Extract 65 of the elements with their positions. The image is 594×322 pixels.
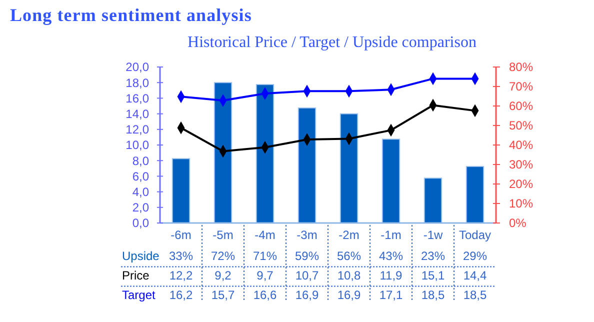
y-tick-label: 0,0 — [132, 216, 150, 230]
bar — [298, 107, 316, 224]
y2-tick-label: 50% — [509, 118, 534, 133]
y2-tick-label: 0% — [509, 216, 527, 230]
y2-tick-label: 60% — [509, 99, 534, 114]
bar — [424, 178, 442, 224]
y-tick-label: 8,0 — [132, 154, 150, 168]
y-tick-label: 12,0 — [126, 122, 150, 137]
data-label: 15,1 — [421, 268, 445, 283]
y-tick-label: 10,0 — [126, 138, 150, 152]
data-label: 17,1 — [379, 288, 403, 302]
data-label: 18,5 — [463, 288, 487, 302]
data-label: 23% — [420, 249, 446, 264]
data-label: 10,8 — [337, 268, 361, 283]
y-tick-label: 4,0 — [132, 185, 150, 199]
x-tick-label: -4m — [254, 228, 276, 242]
bar — [466, 166, 484, 224]
x-tick-label: Today — [458, 228, 492, 242]
bar — [340, 113, 358, 224]
data-label: 72% — [210, 249, 236, 264]
data-label: 18,5 — [421, 288, 445, 302]
x-tick-label: -6m — [170, 228, 192, 242]
y-tick-label: 20,0 — [126, 60, 150, 74]
bar — [256, 84, 274, 224]
data-label: 43% — [378, 249, 404, 264]
y-tick-label: 16,0 — [126, 91, 150, 106]
y2-tick-label: 40% — [509, 138, 534, 152]
y2-tick-label: 20% — [509, 177, 534, 192]
data-label: 16,2 — [169, 288, 193, 302]
text: Price — [122, 268, 150, 283]
data-label: 16,9 — [295, 288, 319, 302]
x-tick-label: -1w — [423, 228, 443, 242]
y2-tick-label: 70% — [509, 80, 534, 94]
x-tick-label: -5m — [212, 228, 234, 242]
bar — [382, 138, 400, 224]
text: Upside — [122, 249, 160, 264]
data-label: 9,7 — [256, 268, 274, 283]
data-label: 71% — [252, 249, 278, 264]
data-label: 15,7 — [211, 288, 235, 302]
text: Target — [122, 288, 156, 302]
y-tick-label: 14,0 — [126, 107, 150, 121]
data-label: 16,9 — [337, 288, 361, 302]
x-tick-label: -1m — [380, 228, 402, 242]
x-tick-label: -3m — [296, 228, 318, 242]
chart-subtitle: Historical Price / Target / Upside comparison — [188, 34, 476, 51]
y2-tick-label: 80% — [509, 60, 534, 74]
y2-tick-label: 30% — [509, 158, 534, 172]
data-label: 29% — [462, 249, 488, 264]
data-label: 9,2 — [214, 268, 232, 283]
y-tick-label: 2,0 — [132, 200, 150, 215]
data-label: 16,6 — [253, 288, 277, 302]
data-label: 14,4 — [463, 268, 487, 283]
y-tick-label: 6,0 — [132, 169, 150, 184]
x-tick-label: -2m — [338, 228, 360, 242]
data-label: 33% — [168, 249, 194, 264]
data-label: 56% — [336, 249, 362, 264]
y2-tick-label: 10% — [509, 196, 534, 211]
data-label: 10,7 — [295, 268, 319, 283]
data-label: 12,2 — [169, 268, 193, 283]
y-tick-label: 18,0 — [126, 76, 150, 90]
bar — [172, 158, 190, 224]
bar — [214, 82, 232, 224]
data-label: 59% — [294, 249, 320, 264]
chart-title: Long term sentiment analysis — [10, 5, 252, 25]
data-label: 11,9 — [380, 268, 403, 283]
